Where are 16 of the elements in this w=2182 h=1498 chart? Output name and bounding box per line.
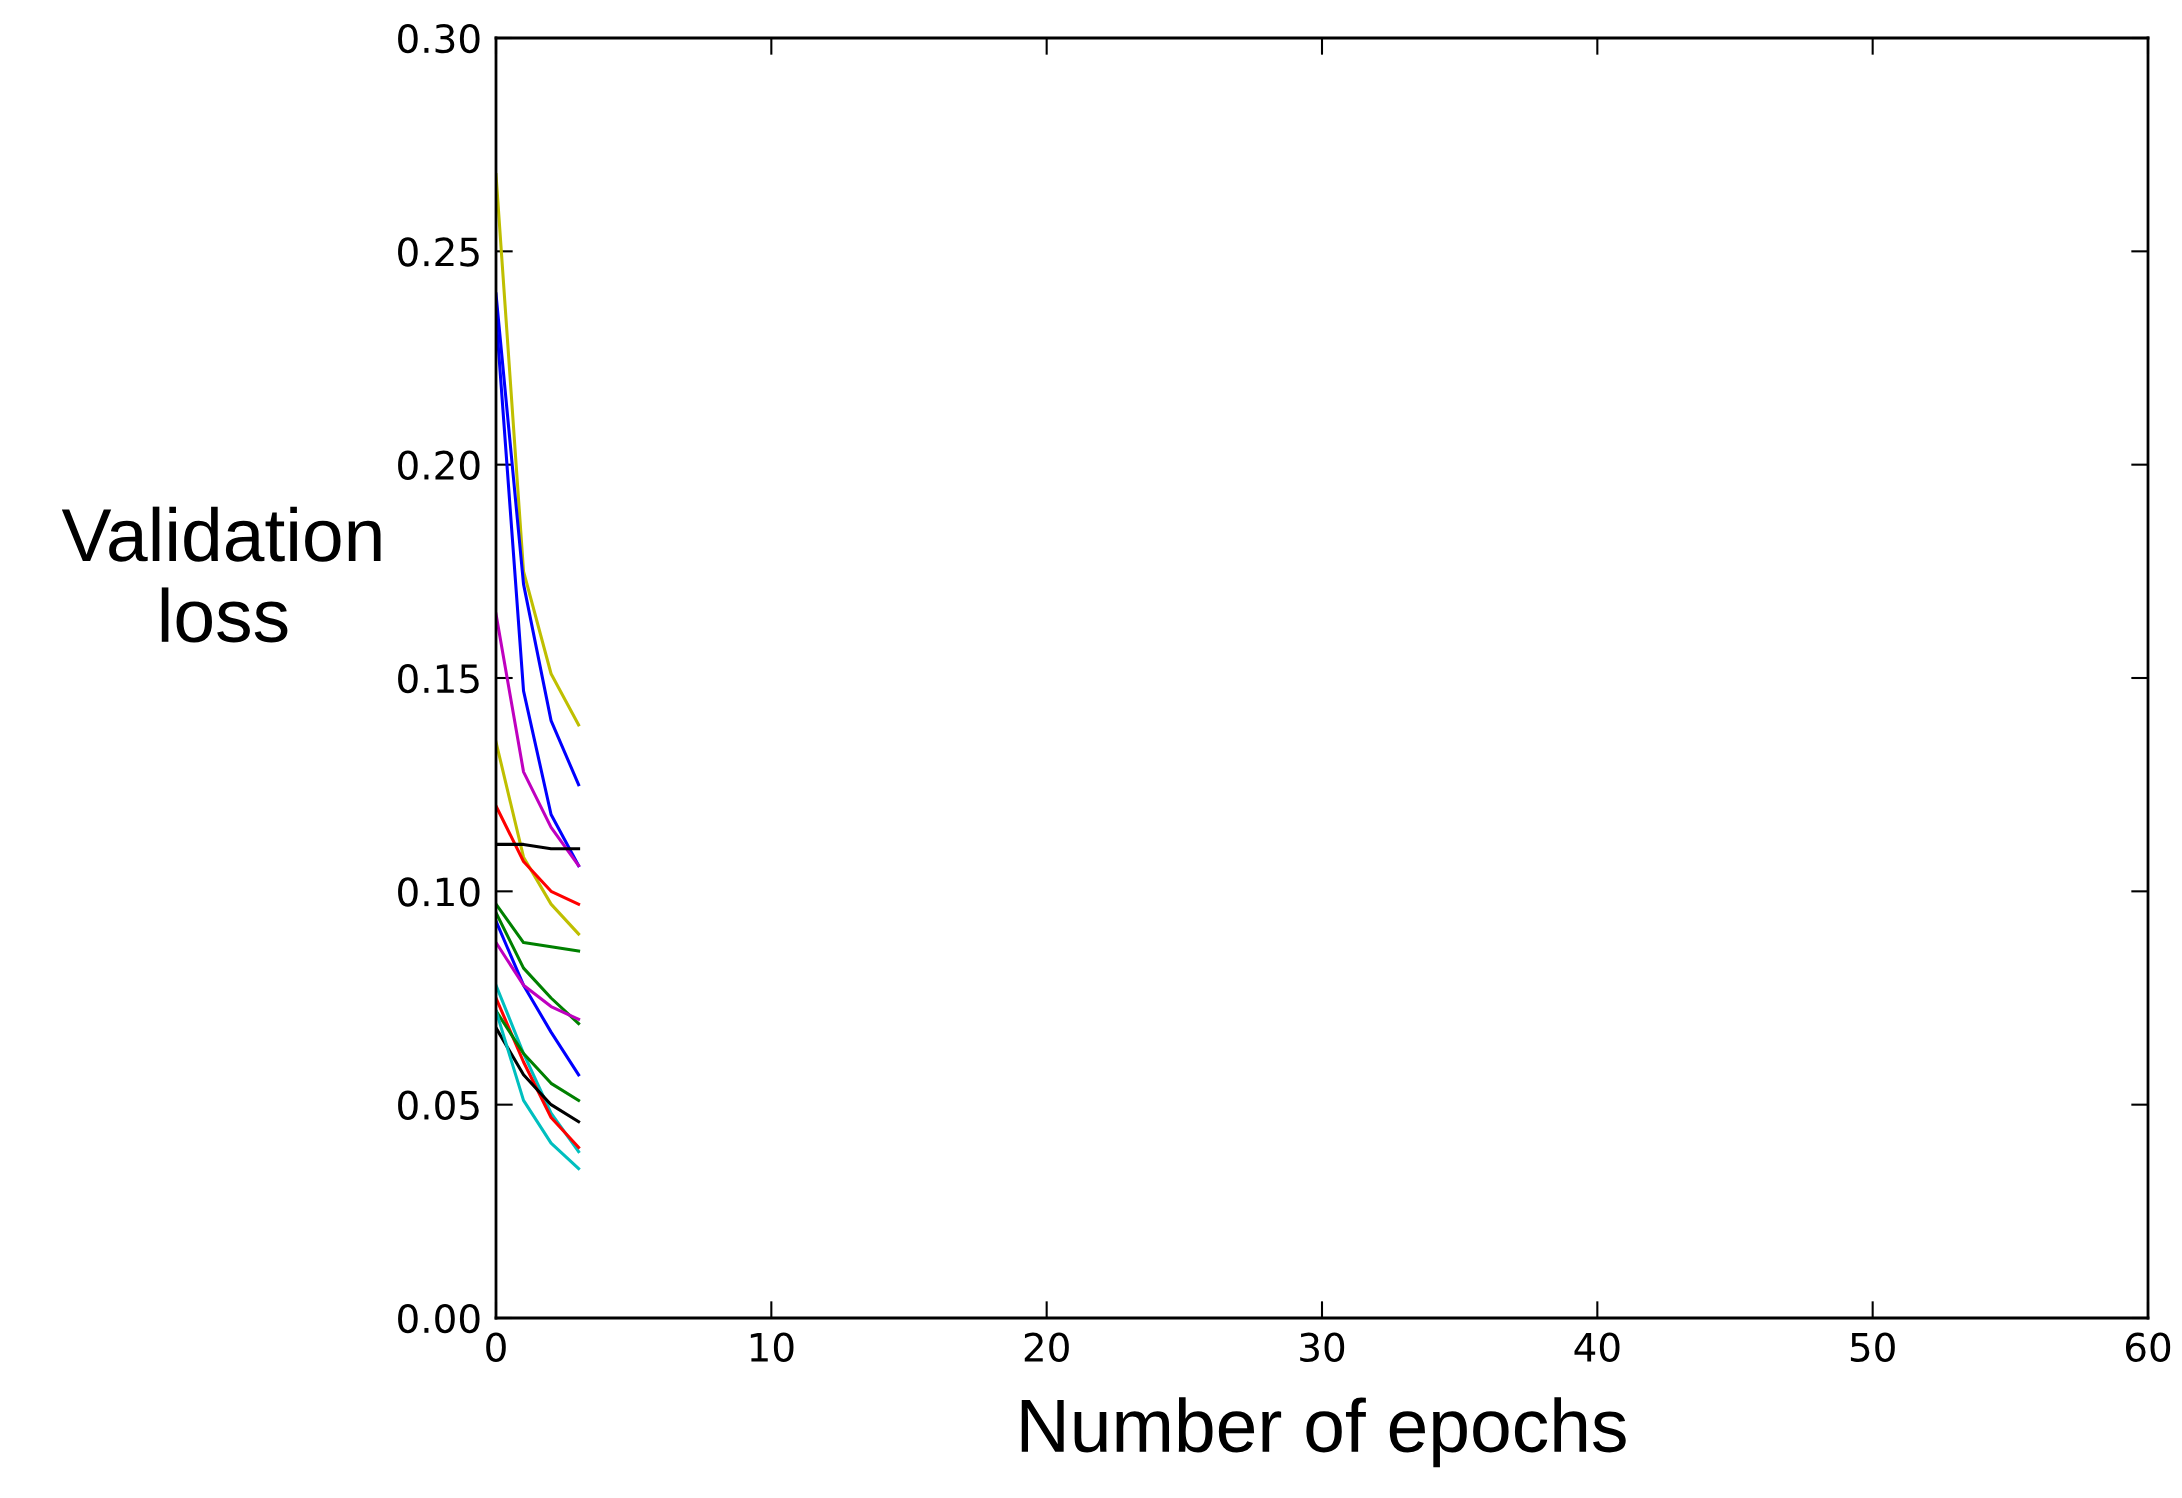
x-axis-title: Number of epochs — [1021, 1397, 1626, 1468]
y-tick-label: 0.20 — [398, 450, 480, 480]
x-tick-label: 60 — [2125, 1332, 2171, 1362]
y-tick-label: 0.05 — [398, 1090, 479, 1120]
x-tick-label: 40 — [1574, 1332, 1620, 1362]
y-axis-title: Validation loss — [61, 506, 381, 643]
x-tick-label: 0 — [486, 1332, 506, 1362]
y-tick-label: 0.00 — [398, 1303, 480, 1334]
y-tick-label: 0.30 — [398, 23, 480, 54]
y-tick-label: 0.15 — [398, 663, 479, 694]
x-tick-label: 20 — [1024, 1332, 1069, 1362]
y-tick-label: 0.10 — [398, 877, 480, 907]
y-tick-label: 0.25 — [398, 237, 479, 267]
x-tick-label: 50 — [1850, 1332, 1895, 1362]
x-tick-label: 30 — [1300, 1332, 1345, 1362]
x-tick-label: 10 — [750, 1332, 794, 1362]
